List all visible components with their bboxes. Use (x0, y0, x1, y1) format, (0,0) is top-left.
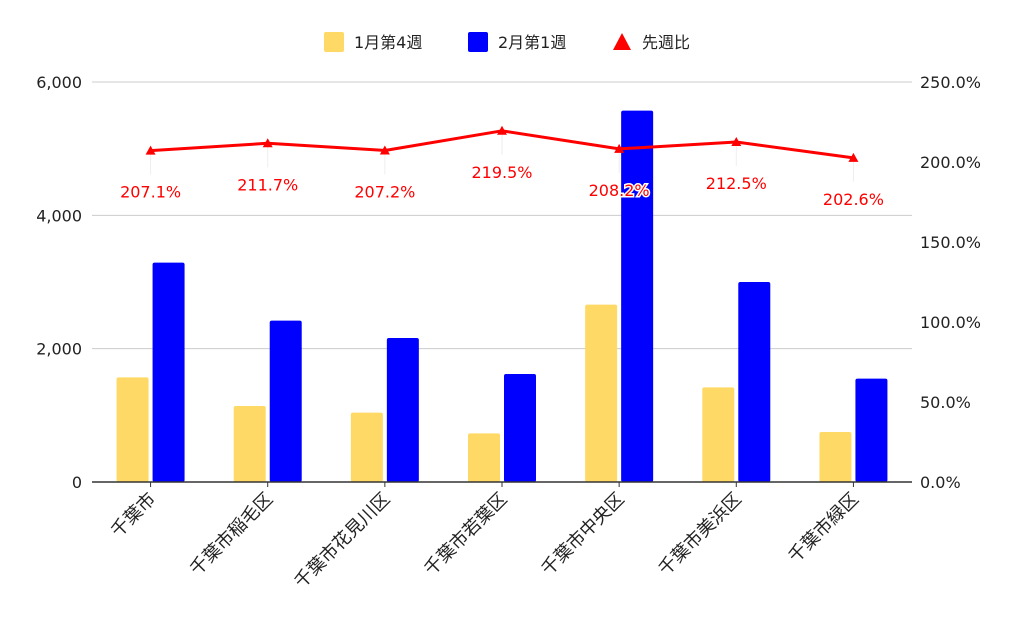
y-left-tick-label: 0 (72, 473, 82, 492)
bar-week1-feb (621, 110, 654, 483)
bar-week1-feb (152, 262, 185, 482)
legend-label: 2月第1週 (498, 33, 566, 52)
bar-week4-jan (350, 412, 383, 482)
x-category-label: 千葉市稲毛区 (186, 489, 277, 580)
y-right-tick-label: 100.0% (920, 313, 981, 332)
y-right-tick-label: 150.0% (920, 233, 981, 252)
bar-week1-feb (386, 338, 419, 482)
bar-week1-feb (504, 374, 536, 482)
legend-swatch (468, 32, 488, 52)
y-right-tick-label: 250.0% (920, 73, 981, 92)
x-category-label: 千葉市 (107, 489, 160, 542)
line-data-label: 212.5% (706, 174, 767, 193)
line-data-label: 202.6% (823, 190, 884, 209)
bar-week4-jan (116, 377, 149, 482)
x-category-label: 千葉市中央区 (537, 489, 628, 580)
line-data-label: 219.5% (471, 163, 532, 182)
legend-swatch (324, 32, 344, 52)
line-data-label: 208.2% (589, 181, 650, 200)
line-point-marker (731, 137, 742, 146)
x-category-label: 千葉市緑区 (784, 489, 862, 567)
bar-week1-feb (855, 378, 888, 482)
line-point-marker (145, 145, 156, 155)
legend-label: 1月第4週 (354, 33, 422, 52)
line-data-label: 207.1% (120, 183, 181, 202)
line-point-marker (614, 143, 625, 153)
bar-week4-jan (702, 387, 735, 482)
bar-week1-feb (738, 282, 771, 482)
line-point-marker (848, 152, 859, 162)
x-category-label: 千葉市若葉区 (420, 489, 511, 580)
y-right-tick-label: 0.0% (920, 473, 961, 492)
x-category-label: 千葉市美浜区 (655, 489, 746, 580)
y-right-tick-label: 200.0% (920, 153, 981, 172)
legend-label: 先週比 (642, 33, 690, 52)
y-left-tick-label: 4,000 (36, 206, 82, 225)
legend-swatch (613, 33, 631, 50)
y-left-tick-label: 2,000 (36, 340, 82, 359)
bar-week4-jan (468, 433, 500, 482)
bar-week4-jan (819, 432, 852, 482)
line-data-label: 207.2% (354, 182, 415, 201)
y-left-tick-label: 6,000 (36, 73, 82, 92)
line-data-label: 211.7% (237, 175, 298, 194)
line-point-marker (379, 145, 390, 155)
bar-week4-jan (233, 406, 266, 482)
legend: 1月第4週 2月第1週 先週比 (324, 32, 690, 52)
x-category-label: 千葉市花見川区 (290, 489, 394, 593)
bar-week1-feb (269, 320, 302, 482)
line-point-marker (497, 125, 507, 135)
bar-week4-jan (585, 304, 618, 482)
line-point-marker (262, 138, 273, 148)
y-right-tick-label: 50.0% (920, 393, 971, 412)
